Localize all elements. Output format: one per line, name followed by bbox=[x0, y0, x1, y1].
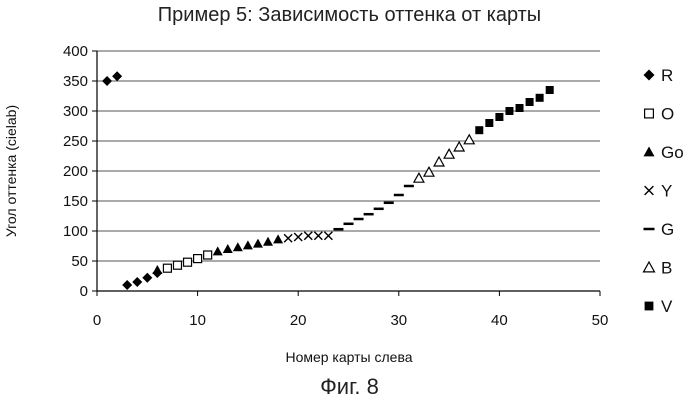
data-point bbox=[464, 135, 474, 144]
figure-caption: Фиг. 8 bbox=[0, 374, 699, 400]
data-point bbox=[485, 119, 493, 127]
y-tick-label: 200 bbox=[63, 163, 88, 180]
gridlines bbox=[97, 51, 600, 261]
legend-marker bbox=[645, 109, 654, 118]
legend-marker bbox=[644, 70, 655, 81]
data-point bbox=[546, 86, 554, 94]
data-point bbox=[213, 246, 223, 255]
data-point bbox=[475, 126, 483, 134]
x-tick-label: 10 bbox=[189, 312, 206, 329]
data-point bbox=[204, 251, 212, 259]
data-point bbox=[102, 76, 112, 86]
data-points bbox=[102, 71, 554, 290]
legend-label: O bbox=[661, 105, 674, 124]
data-point bbox=[233, 242, 243, 251]
x-tick-label: 50 bbox=[592, 312, 609, 329]
data-point bbox=[304, 232, 312, 240]
y-tick-label: 150 bbox=[63, 193, 88, 210]
data-point bbox=[536, 94, 544, 102]
data-point bbox=[414, 173, 424, 182]
data-point bbox=[495, 113, 503, 121]
y-tick-label: 0 bbox=[80, 283, 88, 300]
data-point bbox=[516, 104, 524, 112]
data-point bbox=[263, 237, 273, 246]
data-point bbox=[163, 264, 171, 272]
legend-marker bbox=[644, 262, 655, 272]
data-point bbox=[434, 157, 444, 166]
data-point bbox=[243, 240, 253, 249]
legend: R O Go YG BV bbox=[644, 66, 684, 316]
data-point bbox=[142, 273, 152, 283]
data-point bbox=[444, 149, 454, 158]
axes bbox=[92, 51, 600, 296]
data-point bbox=[454, 142, 464, 151]
data-point bbox=[112, 71, 122, 81]
x-tick-label: 20 bbox=[290, 312, 307, 329]
data-point bbox=[273, 234, 283, 243]
x-axis-label: Номер карты слева bbox=[285, 349, 412, 365]
x-tick-label: 0 bbox=[93, 312, 101, 329]
scatter-chart: 0 50 100 150 200 250 300 350 400 0 10 20 30 40 50 R O Go… bbox=[0, 0, 699, 370]
legend-label: B bbox=[661, 259, 672, 278]
data-point bbox=[173, 261, 181, 269]
data-point bbox=[253, 239, 263, 248]
legend-marker bbox=[644, 147, 655, 157]
legend-label: V bbox=[661, 297, 673, 316]
data-point bbox=[122, 280, 132, 290]
y-tick-label: 250 bbox=[63, 133, 88, 150]
data-point bbox=[424, 167, 434, 176]
data-point bbox=[194, 255, 202, 263]
y-tick-label: 400 bbox=[63, 43, 88, 60]
data-point bbox=[152, 265, 162, 274]
legend-label: Go bbox=[661, 143, 684, 162]
y-tick-label: 300 bbox=[63, 103, 88, 120]
data-point bbox=[132, 277, 142, 287]
x-tick-label: 30 bbox=[390, 312, 407, 329]
y-axis-label: Угол оттенка (cielab) bbox=[3, 105, 19, 237]
data-point bbox=[505, 107, 513, 115]
data-point bbox=[526, 98, 534, 106]
y-tick-label: 50 bbox=[71, 253, 88, 270]
legend-label: G bbox=[661, 220, 674, 239]
data-point bbox=[223, 244, 233, 253]
data-point bbox=[184, 258, 192, 266]
data-point bbox=[284, 234, 292, 242]
legend-marker bbox=[645, 302, 654, 311]
tick-labels: 0 50 100 150 200 250 300 350 400 0 10 20 30 40 50 bbox=[63, 43, 608, 329]
data-point bbox=[324, 232, 332, 240]
data-point bbox=[294, 233, 302, 241]
legend-marker bbox=[645, 186, 654, 195]
x-tick-label: 40 bbox=[491, 312, 508, 329]
y-tick-label: 100 bbox=[63, 223, 88, 240]
legend-label: R bbox=[661, 66, 673, 85]
y-tick-label: 350 bbox=[63, 73, 88, 90]
data-point bbox=[314, 232, 322, 240]
legend-label: Y bbox=[661, 182, 672, 201]
